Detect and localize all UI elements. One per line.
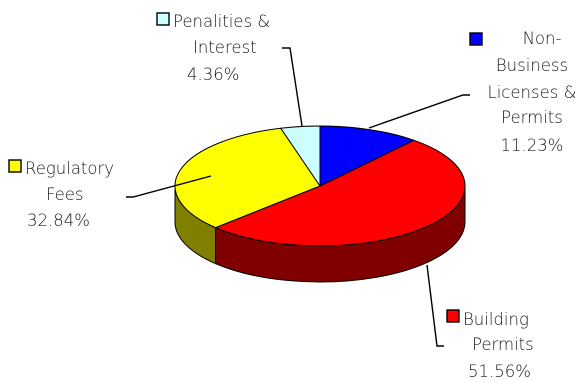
- legend-swatch-regulatory-fees: [8, 159, 22, 173]
- slice-label-non-business-licenses-and-permits: Non-Business Licenses & Permits: [488, 29, 577, 127]
- slice-value-non-business-licenses-and-permits: 11.23%: [501, 136, 564, 155]
- leader-line-building-permits: [426, 264, 444, 347]
- legend-swatch-building-permits: [446, 309, 460, 323]
- leader-line-regulatory-fees: [126, 175, 212, 198]
- slice-regulatory-fees: [174, 127, 321, 229]
- slice-penalities-and-interest: [280, 125, 321, 187]
- leader-line-non-business-licenses-and-permits: [368, 94, 470, 129]
- slice-label-regulatory-fees: Regulatory Fees: [25, 159, 114, 204]
- legend-swatch-penalities-and-interest: [156, 12, 170, 26]
- slice-value-regulatory-fees: 32.84%: [27, 211, 90, 230]
- pie-slices: [174, 125, 466, 247]
- slice-label-penalities-and-interest: Penalities & Interest: [173, 12, 270, 57]
- legend-swatch-non-business-licenses-and-permits: [469, 32, 483, 46]
- slice-labels: Non-Business Licenses & Permits 11.23% Build…: [8, 12, 577, 381]
- slice-label-building-permits: Building Permits: [463, 310, 534, 354]
- slice-value-penalities-and-interest: 4.36%: [187, 65, 239, 84]
- slice-value-building-permits: 51.56%: [468, 362, 531, 381]
- slice-building-permits: [215, 139, 466, 247]
- leader-lines: [126, 47, 470, 347]
- leader-line-penalities-and-interest: [282, 47, 303, 127]
- slice-non-business-licenses-and-permits: [319, 125, 415, 187]
